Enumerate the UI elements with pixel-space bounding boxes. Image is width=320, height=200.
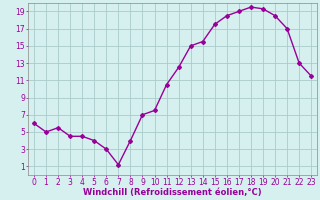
X-axis label: Windchill (Refroidissement éolien,°C): Windchill (Refroidissement éolien,°C) bbox=[83, 188, 262, 197]
